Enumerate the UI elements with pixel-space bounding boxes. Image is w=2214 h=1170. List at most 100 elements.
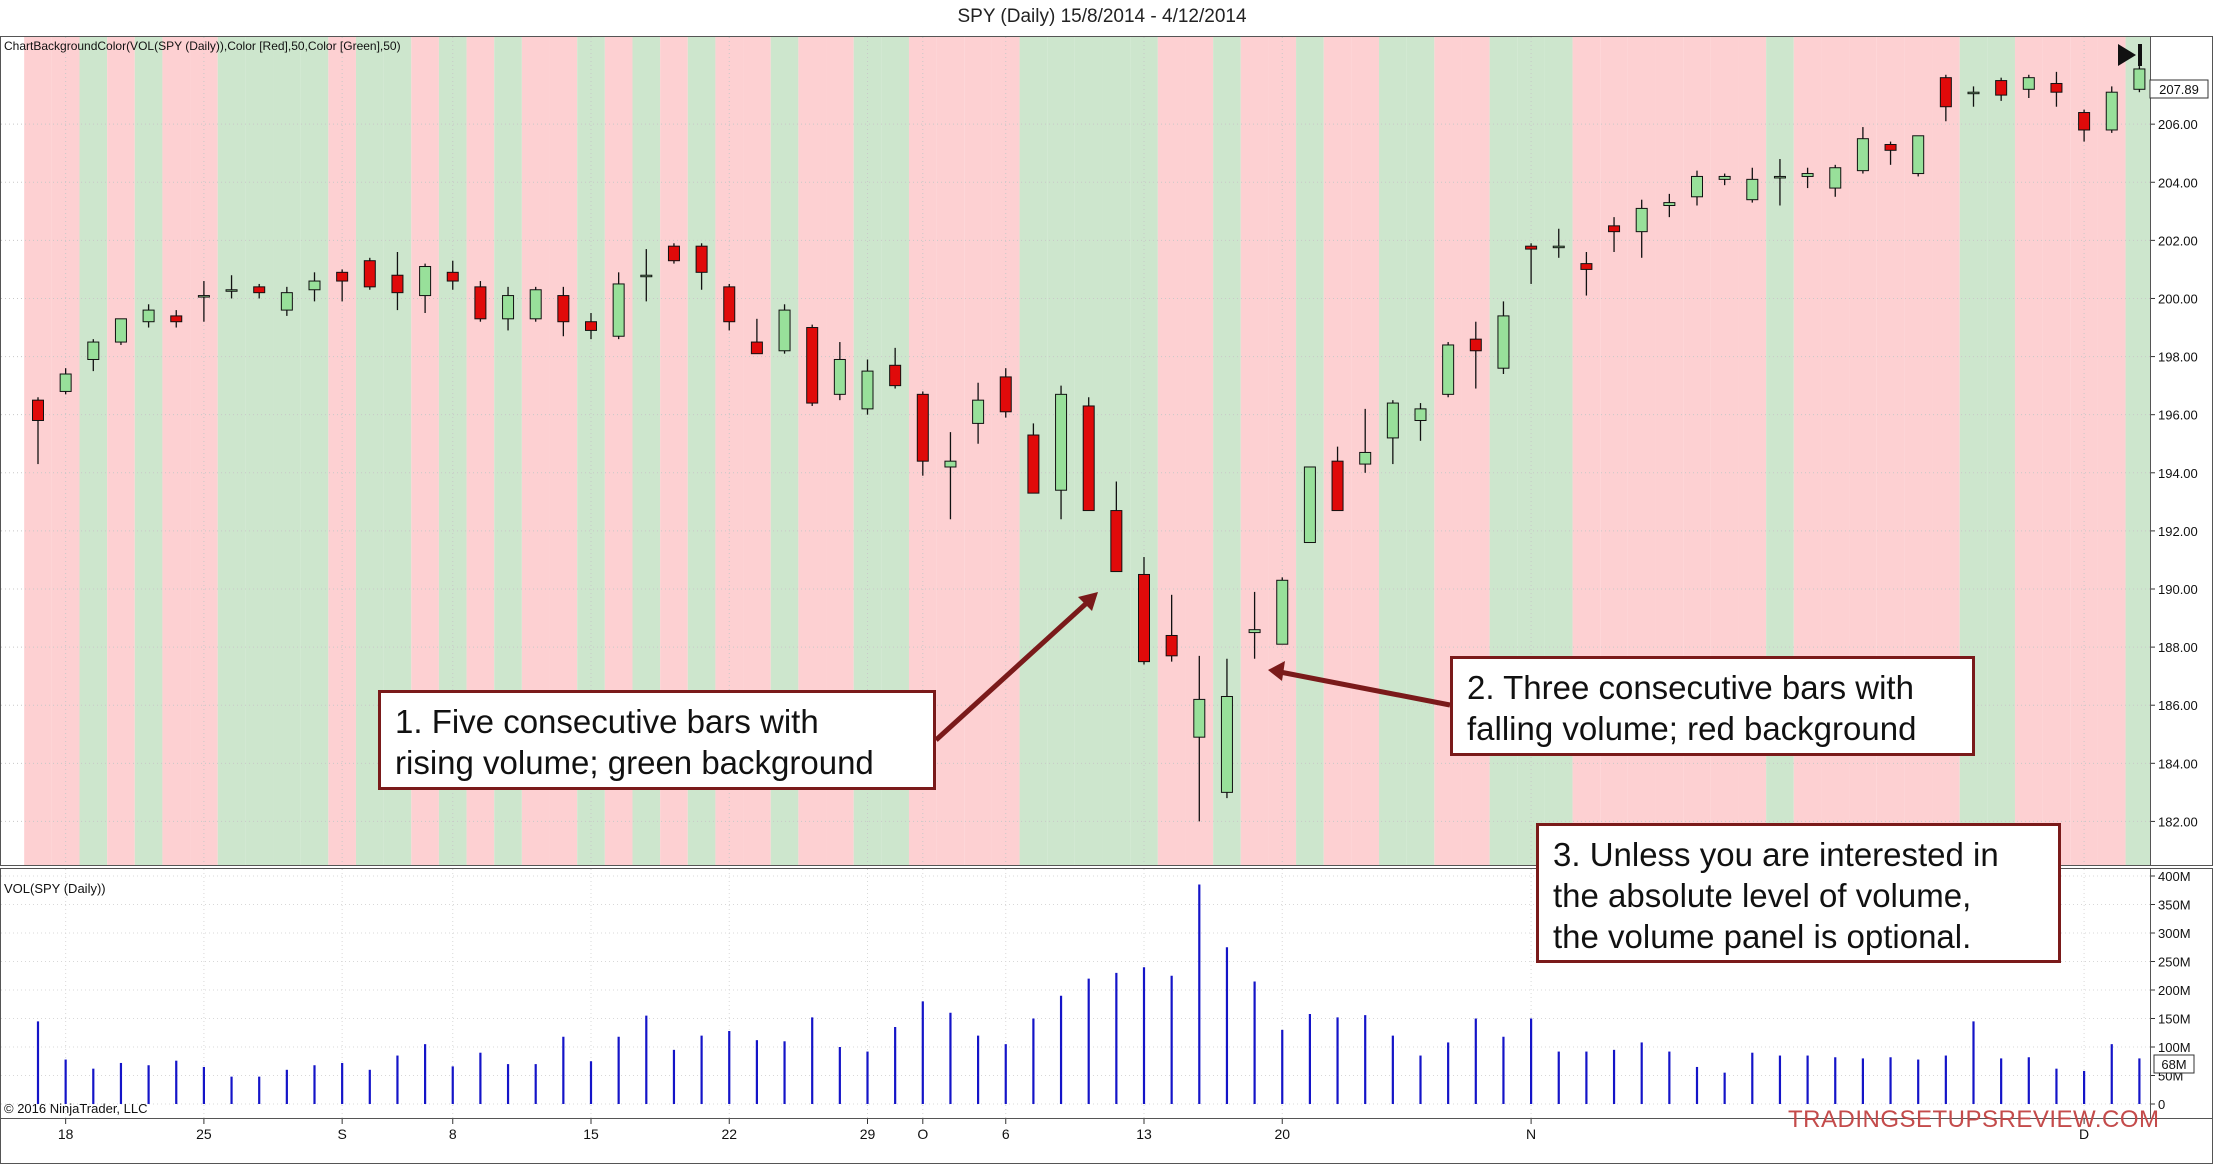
candle-body — [1110, 510, 1123, 573]
candle — [1055, 385, 1068, 520]
candle — [557, 286, 570, 337]
candle-body — [2022, 77, 2035, 90]
candle — [1442, 342, 1455, 398]
time-axis-frame — [0, 1118, 2213, 1164]
candle-body — [1912, 135, 1925, 175]
callout-2-line-1: 2. Three consecutive bars with — [1467, 669, 1914, 706]
candle — [529, 286, 542, 322]
candle-body — [723, 286, 736, 323]
background-band — [2042, 37, 2071, 865]
candle-body — [114, 318, 127, 343]
candle-body — [1359, 451, 1372, 465]
background-band — [2125, 37, 2150, 865]
volume-tick-label: 0 — [2158, 1097, 2165, 1112]
candle-body — [1995, 80, 2008, 96]
candle-body — [889, 364, 902, 387]
background-band — [162, 37, 191, 865]
candle — [474, 281, 487, 322]
candle-body — [1746, 178, 1759, 201]
volume-tick-label: 200M — [2158, 983, 2191, 998]
candle-body — [2133, 68, 2146, 90]
background-band — [273, 37, 301, 865]
skip-to-end-icon[interactable] — [2118, 44, 2142, 66]
candle — [1414, 403, 1427, 441]
background-band — [964, 37, 992, 865]
background-band — [300, 37, 329, 865]
candle-body — [32, 399, 44, 421]
candle — [87, 339, 100, 372]
candle — [972, 382, 985, 444]
candle-body — [1220, 695, 1233, 793]
candle — [750, 318, 763, 355]
price-tick-label: 194.00 — [2158, 466, 2198, 481]
candle — [1220, 658, 1233, 799]
background-band — [1157, 37, 1186, 865]
candle — [363, 257, 376, 290]
candles — [32, 66, 2146, 822]
candle-body — [1829, 167, 1842, 189]
candle — [59, 368, 72, 395]
candle — [2022, 74, 2035, 99]
candle — [336, 269, 349, 302]
candle — [1856, 127, 1869, 174]
candle — [1995, 77, 2008, 101]
candle — [1248, 591, 1261, 659]
candle — [2050, 71, 2063, 107]
candle-body — [142, 309, 155, 323]
price-tick-label: 186.00 — [2158, 698, 2198, 713]
background-band — [134, 37, 163, 865]
candle-body — [2050, 82, 2063, 93]
background-band — [2014, 37, 2043, 865]
candle-body — [502, 295, 515, 320]
price-tick-label: 188.00 — [2158, 640, 2198, 655]
callout-1-line-2: rising volume; green background — [395, 744, 874, 781]
candle-body — [999, 376, 1012, 413]
candle — [585, 313, 597, 340]
price-tick-label: 198.00 — [2158, 350, 2198, 365]
candle-body — [2078, 112, 2091, 131]
candle — [170, 310, 183, 328]
arrow-2-shaft — [1279, 669, 1451, 708]
candle — [861, 359, 874, 415]
candle-body — [59, 373, 72, 392]
candle-body — [1165, 634, 1178, 657]
time-tick-label: 18 — [58, 1126, 74, 1142]
candle-body — [778, 309, 791, 352]
candle — [446, 260, 459, 290]
background-band — [1296, 37, 1324, 865]
callout-3: 3. Unless you are interested in the abso… — [1536, 823, 2061, 963]
candle — [1027, 423, 1040, 494]
candle — [1884, 141, 1897, 165]
candle — [502, 286, 515, 331]
price-tick-label: 190.00 — [2158, 582, 2198, 597]
price-tick-label: 204.00 — [2158, 175, 2198, 190]
time-tick-label: 8 — [449, 1126, 457, 1142]
candle — [806, 324, 819, 406]
candle — [1829, 164, 1842, 197]
last-volume-value: 68M — [2161, 1057, 2186, 1072]
last-price-value: 207.89 — [2159, 82, 2199, 97]
volume-tick-label: 300M — [2158, 926, 2191, 941]
candle-body — [585, 321, 597, 331]
candle — [1497, 301, 1510, 375]
candle-body — [1497, 315, 1510, 369]
candle-body — [1055, 393, 1068, 491]
candle — [280, 286, 293, 316]
candle — [778, 304, 791, 354]
copyright-label: © 2016 NinjaTrader, LLC — [4, 1101, 148, 1116]
candle-body — [336, 271, 349, 282]
candle — [944, 432, 957, 520]
candle-body — [391, 274, 404, 294]
candle-body — [1442, 344, 1455, 395]
candle — [2105, 86, 2118, 133]
candle — [32, 397, 44, 465]
candle-body — [612, 283, 625, 337]
candle-body — [861, 370, 874, 410]
background-band — [245, 37, 274, 865]
candle — [1276, 577, 1289, 645]
background-band — [991, 37, 1020, 865]
candle-body — [1138, 573, 1150, 663]
background-band — [2097, 37, 2126, 865]
price-axis-frame — [2150, 36, 2213, 866]
